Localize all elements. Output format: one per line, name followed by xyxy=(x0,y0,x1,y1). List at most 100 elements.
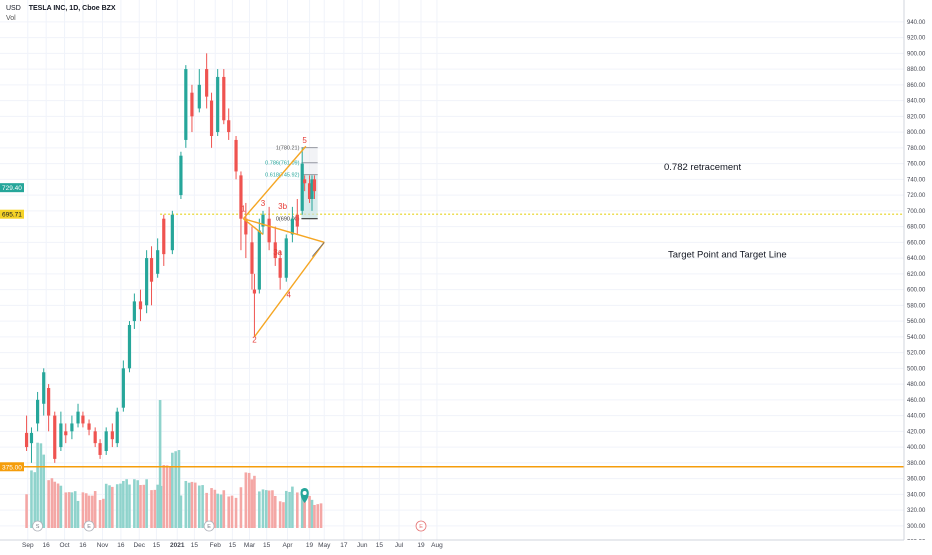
price-tick-label: 500.00 xyxy=(907,366,926,372)
price-tick-label: 720.00 xyxy=(907,193,926,199)
volume-bar xyxy=(288,491,291,528)
event-marker-circle xyxy=(203,520,215,532)
volume-bar xyxy=(115,484,119,528)
price-tick-label: 400.00 xyxy=(907,445,926,451)
price-tick-label: 460.00 xyxy=(907,398,926,404)
volume-bar xyxy=(316,504,320,528)
time-tick-label: Dec xyxy=(133,542,145,549)
volume-bar xyxy=(253,475,256,528)
event-marker-label: E xyxy=(207,524,211,530)
wave-label: 2 xyxy=(252,335,257,344)
time-tick-label: 16 xyxy=(43,542,51,549)
fib-label: 0(690.00) xyxy=(276,217,300,223)
price-tick-label: 920.00 xyxy=(907,36,926,42)
volume-bar xyxy=(150,490,153,528)
candle-body xyxy=(156,250,160,274)
candle-body xyxy=(179,155,183,196)
volume-bar xyxy=(244,472,248,528)
time-tick-label: Nov xyxy=(97,542,109,549)
time-tick-label: 17 xyxy=(340,542,348,549)
volume-bar xyxy=(133,479,136,528)
pattern-line xyxy=(253,241,325,338)
candle-body xyxy=(205,69,209,97)
level-price-tag-bg xyxy=(0,209,24,219)
volume-bar xyxy=(42,454,46,528)
candle-body xyxy=(24,432,29,448)
volume-bar xyxy=(136,480,139,528)
candle-body xyxy=(98,443,102,455)
time-tick-label: Oct xyxy=(59,542,69,549)
wave-label: 3b xyxy=(278,202,287,211)
volume-bar xyxy=(67,492,71,528)
candles xyxy=(24,53,317,463)
symbol-label: TESLA INC, 1D, Cboe BZX xyxy=(28,5,116,12)
candle-body xyxy=(184,69,188,140)
volume-bar xyxy=(265,490,268,528)
price-tick-label: 680.00 xyxy=(907,225,926,231)
volume-bar xyxy=(76,500,80,528)
volume-bar xyxy=(33,472,37,528)
volume-bar xyxy=(142,484,146,528)
volume-bar xyxy=(239,487,243,528)
location-pin-icon xyxy=(300,488,309,503)
wave-label: 5 xyxy=(302,136,307,145)
candle-body xyxy=(36,399,40,424)
price-tick-label: 420.00 xyxy=(907,429,926,435)
time-tick-label: 15 xyxy=(229,542,237,549)
price-tick-label: 540.00 xyxy=(907,335,926,341)
volume-bar xyxy=(190,481,194,528)
volume-bar xyxy=(73,491,77,528)
volume-bar xyxy=(47,480,50,528)
volume-bar xyxy=(300,489,304,528)
volume-bar xyxy=(171,452,174,528)
price-tick-label: 820.00 xyxy=(907,114,926,120)
last-price-tag-bg xyxy=(0,183,24,193)
candle-body xyxy=(138,301,143,310)
volume-bar xyxy=(162,465,166,528)
volume-bar xyxy=(210,488,213,528)
volume-bar xyxy=(125,479,128,528)
candle-body xyxy=(303,179,307,184)
volume-bar xyxy=(278,501,282,528)
support-price-tag-bg xyxy=(0,462,24,472)
retracement-annotation: 0.782 retracement xyxy=(664,162,741,173)
price-tick-label: 860.00 xyxy=(907,83,926,89)
location-pin-dot xyxy=(302,491,307,495)
volume-bar xyxy=(122,480,125,528)
volume-bar xyxy=(59,485,63,528)
price-tick-label: 760.00 xyxy=(907,162,926,168)
price-tick-label: 440.00 xyxy=(907,414,926,420)
candle-body xyxy=(87,423,91,430)
candle-body xyxy=(307,183,312,200)
candle-body xyxy=(250,242,254,274)
candle-body xyxy=(115,411,119,444)
volume-bar xyxy=(313,504,316,528)
volume-bar xyxy=(234,497,238,528)
price-tick-label: 660.00 xyxy=(907,240,926,246)
volume-bar xyxy=(282,502,285,528)
candle-body xyxy=(267,218,271,243)
grid-lines xyxy=(0,0,904,543)
volume-bar xyxy=(219,494,223,528)
volume-bar xyxy=(119,483,122,528)
time-tick-label: 15 xyxy=(191,542,199,549)
candle-body xyxy=(278,258,282,278)
pattern-line xyxy=(242,218,264,235)
candle-body xyxy=(145,258,149,306)
volume-bar xyxy=(308,495,311,528)
volume-bar xyxy=(81,492,85,528)
time-tick-label: 15 xyxy=(153,542,161,549)
price-tick-label: 940.00 xyxy=(907,20,926,26)
volume-bar xyxy=(179,495,183,528)
volume-bar xyxy=(87,495,91,528)
volume-bar xyxy=(108,485,111,528)
candle-body xyxy=(257,230,261,290)
volume-bar xyxy=(310,499,314,528)
volume-bars xyxy=(25,400,323,528)
time-axis[interactable]: Sep 16 Oct 16 Nov 16 Dec 15 2021 15 Feb 15 Mar 15 Apr 1… xyxy=(0,539,932,550)
time-tick-label: Apr xyxy=(282,542,293,549)
